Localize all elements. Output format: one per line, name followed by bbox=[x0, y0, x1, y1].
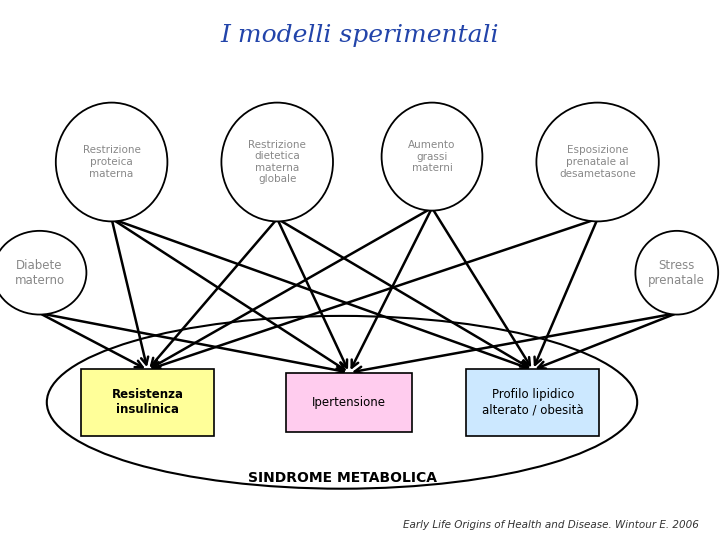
Ellipse shape bbox=[222, 103, 333, 221]
Text: Ipertensione: Ipertensione bbox=[312, 396, 386, 409]
Text: SINDROME METABOLICA: SINDROME METABOLICA bbox=[248, 471, 436, 485]
Text: Resistenza
insulinica: Resistenza insulinica bbox=[112, 388, 184, 416]
FancyBboxPatch shape bbox=[287, 373, 412, 432]
Text: Stress
prenatale: Stress prenatale bbox=[649, 259, 705, 287]
Ellipse shape bbox=[635, 231, 718, 314]
Text: I modelli sperimentali: I modelli sperimentali bbox=[221, 24, 499, 46]
Ellipse shape bbox=[536, 103, 659, 221]
Text: Restrizione
proteica
materna: Restrizione proteica materna bbox=[83, 145, 140, 179]
Text: Diabete
materno: Diabete materno bbox=[14, 259, 65, 287]
Ellipse shape bbox=[56, 103, 167, 221]
Text: Restrizione
dietetica
materna
globale: Restrizione dietetica materna globale bbox=[248, 140, 306, 184]
Ellipse shape bbox=[382, 103, 482, 211]
Ellipse shape bbox=[0, 231, 86, 314]
FancyBboxPatch shape bbox=[467, 368, 599, 436]
FancyBboxPatch shape bbox=[81, 368, 215, 436]
Text: Early Life Origins of Health and Disease. Wintour E. 2006: Early Life Origins of Health and Disease… bbox=[402, 520, 698, 530]
Text: Profilo lipidico
alterato / obesità: Profilo lipidico alterato / obesità bbox=[482, 388, 584, 416]
Text: Esposizione
prenatale al
desametasone: Esposizione prenatale al desametasone bbox=[559, 145, 636, 179]
Text: Aumento
grassi
materni: Aumento grassi materni bbox=[408, 140, 456, 173]
